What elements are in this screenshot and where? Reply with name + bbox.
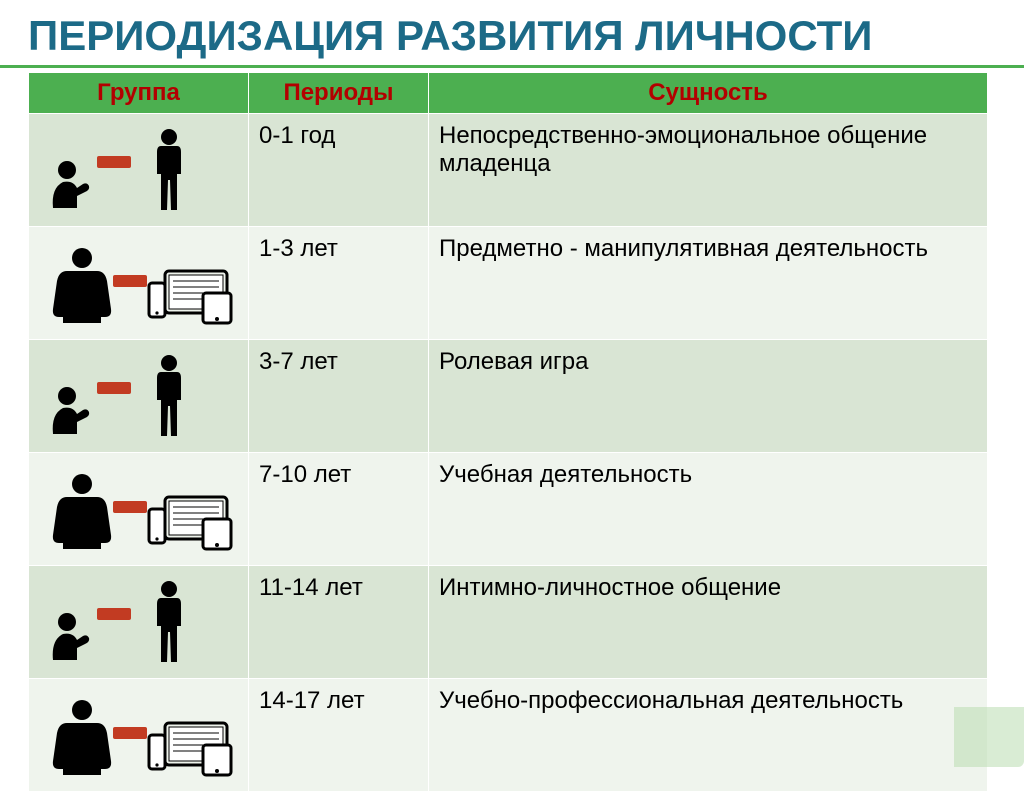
dash-icon (97, 608, 131, 620)
group-icon-cell (39, 348, 238, 444)
essence-cell: Интимно-личностное общение (429, 566, 988, 679)
adult-icon (149, 128, 189, 212)
dash-icon (113, 501, 147, 513)
baby-icon (47, 612, 93, 662)
adult-icon (149, 580, 189, 664)
baby-icon (47, 386, 93, 436)
dash-icon (97, 156, 131, 168)
essence-cell: Предметно - манипулятивная деятельность (429, 227, 988, 340)
header-period: Периоды (249, 73, 429, 114)
group-icon-cell (39, 461, 238, 557)
group-icon-cell (39, 574, 238, 670)
group-icon-cell (39, 122, 238, 218)
baby-icon (47, 160, 93, 210)
table-row: 1-3 лет Предметно - манипулятивная деяте… (29, 227, 988, 340)
table-header-row: Группа Периоды Сущность (29, 73, 988, 114)
period-cell: 1-3 лет (249, 227, 429, 340)
period-cell: 3-7 лет (249, 340, 429, 453)
dash-icon (113, 727, 147, 739)
essence-cell: Ролевая игра (429, 340, 988, 453)
adult-icon (149, 354, 189, 438)
period-cell: 0-1 год (249, 114, 429, 227)
slide-title: ПЕРИОДИЗАЦИЯ РАЗВИТИЯ ЛИЧНОСТИ (0, 0, 1024, 68)
essence-cell: Непосредственно-эмоциональное общение мл… (429, 114, 988, 227)
dash-icon (113, 275, 147, 287)
table-row: 3-7 лет Ролевая игра (29, 340, 988, 453)
periodization-table: Группа Периоды Сущность 0-1 год Непосред… (28, 72, 988, 792)
header-essence: Сущность (429, 73, 988, 114)
child-torso-icon (47, 473, 117, 551)
child-torso-icon (47, 699, 117, 777)
table-row: 7-10 лет Учебная деятельность (29, 453, 988, 566)
period-cell: 11-14 лет (249, 566, 429, 679)
period-cell: 7-10 лет (249, 453, 429, 566)
devices-icon (147, 493, 233, 551)
group-icon-cell (39, 687, 238, 783)
child-torso-icon (47, 247, 117, 325)
table-row: 14-17 лет Учебно-профессиональная деятел… (29, 679, 988, 792)
devices-icon (147, 719, 233, 777)
header-group: Группа (29, 73, 249, 114)
group-icon-cell (39, 235, 238, 331)
devices-icon (147, 267, 233, 325)
table-row: 11-14 лет Интимно-личностное общение (29, 566, 988, 679)
corner-accent (954, 707, 1024, 767)
period-cell: 14-17 лет (249, 679, 429, 792)
table-row: 0-1 год Непосредственно-эмоциональное об… (29, 114, 988, 227)
essence-cell: Учебная деятельность (429, 453, 988, 566)
dash-icon (97, 382, 131, 394)
essence-cell: Учебно-профессиональная деятельность (429, 679, 988, 792)
